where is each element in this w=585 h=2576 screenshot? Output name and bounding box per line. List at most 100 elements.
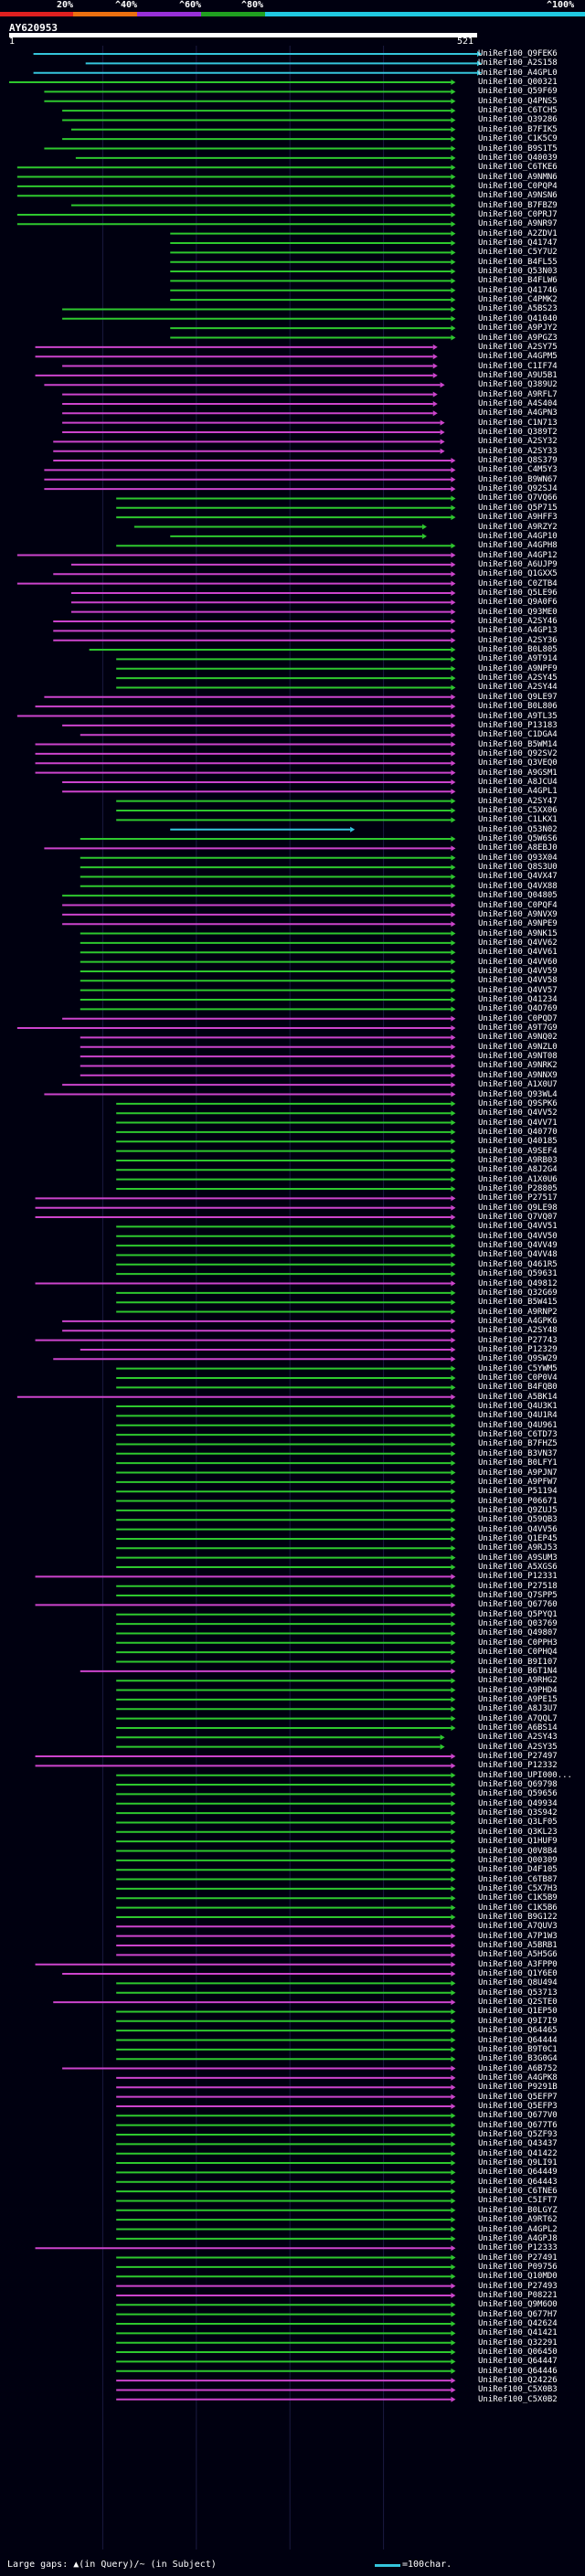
- hit-label-link[interactable]: UniRef100_C1K5B6: [478, 1903, 558, 1913]
- hit-label-link[interactable]: UniRef100_A2SY48: [478, 1326, 558, 1336]
- hit-label-link[interactable]: UniRef100_A9HFF3: [478, 513, 558, 523]
- hit-label-link[interactable]: UniRef100_C0PQD7: [478, 1013, 558, 1023]
- hit-label-link[interactable]: UniRef100_Q4VV48: [478, 1250, 558, 1260]
- hit-label-link[interactable]: UniRef100_A3FPP0: [478, 1959, 558, 1969]
- hit-label-link[interactable]: UniRef100_Q49934: [478, 1798, 558, 1808]
- hit-label-link[interactable]: UniRef100_Q49807: [478, 1628, 558, 1638]
- hit-label-link[interactable]: UniRef100_Q4VX47: [478, 872, 558, 882]
- hit-label-link[interactable]: UniRef100_Q5PYQ1: [478, 1609, 558, 1619]
- hit-label-link[interactable]: UniRef100_Q03769: [478, 1619, 558, 1629]
- hit-label-link[interactable]: UniRef100_Q9LI91: [478, 2158, 558, 2168]
- hit-label-link[interactable]: UniRef100_C4M5Y3: [478, 465, 558, 475]
- hit-label-link[interactable]: UniRef100_A2SY45: [478, 673, 558, 684]
- hit-label-link[interactable]: UniRef100_Q4VV56: [478, 1524, 558, 1534]
- hit-label-link[interactable]: UniRef100_Q64447: [478, 2357, 558, 2367]
- hit-label-link[interactable]: UniRef100_B9G122: [478, 1912, 558, 1922]
- hit-label-link[interactable]: UniRef100_A8EBJ0: [478, 843, 558, 853]
- hit-label-link[interactable]: UniRef100_Q41747: [478, 239, 558, 248]
- hit-label-link[interactable]: UniRef100_C5YWM5: [478, 1363, 558, 1373]
- hit-label-link[interactable]: UniRef100_P28805: [478, 1184, 558, 1193]
- hit-label-link[interactable]: UniRef100_Q5LE96: [478, 588, 558, 598]
- hit-label-link[interactable]: UniRef100_Q7VQ07: [478, 1213, 558, 1223]
- hit-label-link[interactable]: UniRef100_B9WN67: [478, 474, 558, 484]
- hit-label-link[interactable]: UniRef100_Q1HUF9: [478, 1837, 558, 1847]
- hit-label-link[interactable]: UniRef100_Q40039: [478, 153, 558, 163]
- hit-label-link[interactable]: UniRef100_A9PHD4: [478, 1685, 558, 1695]
- hit-label-link[interactable]: UniRef100_A5BS23: [478, 304, 558, 314]
- hit-label-link[interactable]: UniRef100_Q3LF05: [478, 1818, 558, 1828]
- hit-label-link[interactable]: UniRef100_Q8S379: [478, 456, 558, 466]
- hit-label-link[interactable]: UniRef100_A4GPH8: [478, 541, 558, 551]
- hit-label-link[interactable]: UniRef100_A7QQL7: [478, 1713, 558, 1723]
- hit-label-link[interactable]: UniRef100_C5X0B3: [478, 2385, 558, 2395]
- hit-label-link[interactable]: UniRef100_A9T914: [478, 654, 558, 664]
- hit-label-link[interactable]: UniRef100_A6UJP9: [478, 559, 558, 569]
- hit-label-link[interactable]: UniRef100_C0P0V4: [478, 1373, 558, 1383]
- hit-label-link[interactable]: UniRef100_B5WM14: [478, 739, 558, 749]
- hit-label-link[interactable]: UniRef100_Q41040: [478, 313, 558, 323]
- hit-label-link[interactable]: UniRef100_A5H5G6: [478, 1950, 558, 1960]
- hit-label-link[interactable]: UniRef100_Q9M6O0: [478, 2300, 558, 2310]
- hit-label-link[interactable]: UniRef100_A9NQ02: [478, 1033, 558, 1043]
- hit-label-link[interactable]: UniRef100_Q5W6S6: [478, 834, 558, 844]
- hit-label-link[interactable]: UniRef100_Q59QB3: [478, 1515, 558, 1525]
- hit-label-link[interactable]: UniRef100_B0LGYZ: [478, 2205, 558, 2215]
- hit-label-link[interactable]: UniRef100_C1IF74: [478, 361, 558, 371]
- hit-label-link[interactable]: UniRef100_P09756: [478, 2262, 558, 2272]
- hit-label-link[interactable]: UniRef100_C5X0B2: [478, 2394, 558, 2404]
- hit-label-link[interactable]: UniRef100_Q389U2: [478, 380, 558, 390]
- hit-label-link[interactable]: UniRef100_C5IFT7: [478, 2196, 558, 2206]
- hit-label-link[interactable]: UniRef100_A9RJ53: [478, 1543, 558, 1553]
- hit-label-link[interactable]: UniRef100_P06671: [478, 1496, 558, 1506]
- hit-label-link[interactable]: UniRef100_B0L806: [478, 702, 558, 712]
- hit-label-link[interactable]: UniRef100_Q64443: [478, 2177, 558, 2187]
- hit-label-link[interactable]: UniRef100_A8JCU4: [478, 777, 558, 787]
- hit-label-link[interactable]: UniRef100_C0PRJ7: [478, 209, 558, 219]
- hit-label-link[interactable]: UniRef100_A2S158: [478, 58, 558, 69]
- hit-label-link[interactable]: UniRef100_A2SY35: [478, 1742, 558, 1752]
- hit-label-link[interactable]: UniRef100_Q00309: [478, 1855, 558, 1865]
- hit-label-link[interactable]: UniRef100_Q3KL23: [478, 1827, 558, 1837]
- hit-label-link[interactable]: UniRef100_Q8U494: [478, 1978, 558, 1988]
- hit-label-link[interactable]: UniRef100_A1X0U6: [478, 1174, 558, 1184]
- hit-label-link[interactable]: UniRef100_A9T7G9: [478, 1023, 558, 1034]
- hit-label-link[interactable]: UniRef100_A2SY33: [478, 446, 558, 456]
- hit-label-link[interactable]: UniRef100_C0PQP4: [478, 181, 558, 191]
- hit-label-link[interactable]: UniRef100_Q9LE97: [478, 692, 558, 702]
- hit-label-link[interactable]: UniRef100_A9NT08: [478, 1052, 558, 1062]
- hit-label-link[interactable]: UniRef100_B0L805: [478, 645, 558, 655]
- hit-label-link[interactable]: UniRef100_A5BRB1: [478, 1941, 558, 1950]
- hit-label-link[interactable]: UniRef100_A6B752: [478, 2063, 558, 2073]
- hit-label-link[interactable]: UniRef100_C1K5B9: [478, 1893, 558, 1903]
- hit-label-link[interactable]: UniRef100_C0ZTB4: [478, 578, 558, 588]
- hit-label-link[interactable]: UniRef100_Q4VV61: [478, 948, 558, 958]
- hit-label-link[interactable]: UniRef100_B7FIK5: [478, 124, 558, 134]
- hit-label-link[interactable]: UniRef100_Q4U1R4: [478, 1411, 558, 1421]
- hit-label-link[interactable]: UniRef100_A2SY43: [478, 1733, 558, 1743]
- hit-label-link[interactable]: UniRef100_B9T0C1: [478, 2044, 558, 2054]
- hit-label-link[interactable]: UniRef100_Q93ME0: [478, 607, 558, 617]
- hit-label-link[interactable]: UniRef100_P12331: [478, 1572, 558, 1582]
- hit-label-link[interactable]: UniRef100_Q41234: [478, 995, 558, 1004]
- hit-label-link[interactable]: UniRef100_Q53713: [478, 1988, 558, 1998]
- hit-label-link[interactable]: UniRef100_Q4VV59: [478, 966, 558, 976]
- hit-label-link[interactable]: UniRef100_Q7SPP5: [478, 1591, 558, 1601]
- hit-label-link[interactable]: UniRef100_Q93WL4: [478, 1089, 558, 1099]
- hit-label-link[interactable]: UniRef100_A9RNP2: [478, 1307, 558, 1317]
- hit-label-link[interactable]: UniRef100_Q41422: [478, 2148, 558, 2158]
- hit-label-link[interactable]: UniRef100_A2SY44: [478, 683, 558, 693]
- hit-label-link[interactable]: UniRef100_A9PJN7: [478, 1468, 558, 1478]
- hit-label-link[interactable]: UniRef100_A9NZL0: [478, 1042, 558, 1052]
- hit-label-link[interactable]: UniRef100_A9RZY2: [478, 522, 558, 532]
- hit-label-link[interactable]: UniRef100_Q93X04: [478, 853, 558, 863]
- hit-label-link[interactable]: UniRef100_Q69798: [478, 1780, 558, 1790]
- hit-label-link[interactable]: UniRef100_Q5EFP3: [478, 2101, 558, 2111]
- hit-label-link[interactable]: UniRef100_B4FQB0: [478, 1383, 558, 1393]
- hit-label-link[interactable]: UniRef100_P27517: [478, 1193, 558, 1203]
- hit-label-link[interactable]: UniRef100_A4GP13: [478, 626, 558, 636]
- hit-label-link[interactable]: UniRef100_Q1EP50: [478, 2007, 558, 2017]
- hit-label-link[interactable]: UniRef100_Q41421: [478, 2328, 558, 2338]
- hit-label-link[interactable]: UniRef100_P12329: [478, 1344, 558, 1354]
- hit-label-link[interactable]: UniRef100_Q4VV62: [478, 938, 558, 948]
- hit-label-link[interactable]: UniRef100_B5W415: [478, 1298, 558, 1308]
